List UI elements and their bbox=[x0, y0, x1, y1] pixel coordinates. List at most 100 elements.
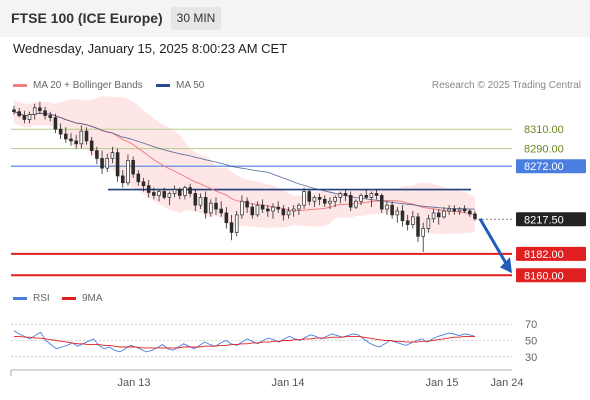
candle-body bbox=[193, 193, 198, 206]
legend-ma20: MA 20 + Bollinger Bands bbox=[13, 80, 143, 91]
level-label-3: 8217.50 bbox=[524, 214, 564, 226]
candle-body bbox=[354, 200, 358, 208]
candle-body bbox=[183, 187, 187, 196]
candle-body bbox=[359, 195, 363, 202]
candle-body bbox=[323, 198, 327, 204]
legend-rsi: RSI bbox=[13, 293, 50, 304]
candle-body bbox=[405, 220, 410, 225]
candle-body bbox=[421, 228, 425, 237]
rsi-tick-label: 50 bbox=[525, 336, 537, 348]
rsi-tick-label: 30 bbox=[525, 352, 537, 364]
candle-body bbox=[348, 195, 353, 208]
legend-9ma: 9MA bbox=[62, 293, 103, 304]
level-label-bg-5 bbox=[516, 268, 586, 283]
candle-body bbox=[198, 197, 203, 206]
candle-body bbox=[105, 158, 110, 169]
candle-body bbox=[462, 208, 467, 212]
legend-ma50-label: MA 50 bbox=[176, 80, 205, 91]
timeframe-badge[interactable]: 30 MIN bbox=[171, 7, 221, 30]
candle-body bbox=[167, 193, 172, 198]
candle-body bbox=[240, 200, 244, 216]
9ma-swatch bbox=[62, 297, 76, 300]
bollinger-band bbox=[14, 96, 475, 235]
candle-body bbox=[390, 204, 394, 216]
legend-ma20-label: MA 20 + Bollinger Bands bbox=[33, 80, 143, 91]
candle-body bbox=[307, 191, 312, 202]
candle-body bbox=[224, 212, 229, 224]
forecast-arrow-shaft bbox=[478, 218, 508, 265]
candle-body bbox=[338, 193, 343, 198]
candle-body bbox=[58, 128, 63, 135]
legend-ma50: MA 50 bbox=[156, 80, 204, 91]
candle-body bbox=[312, 197, 317, 202]
candle-body bbox=[343, 193, 348, 196]
candle-body bbox=[411, 216, 415, 225]
level-label-5: 8160.00 bbox=[524, 270, 564, 282]
candle-body bbox=[53, 117, 58, 130]
candle-body bbox=[121, 175, 125, 184]
candle-body bbox=[177, 189, 182, 196]
candle-body bbox=[27, 114, 32, 120]
candle-body bbox=[172, 189, 177, 194]
candle-body bbox=[395, 210, 400, 216]
candle-body bbox=[79, 130, 84, 145]
candle-body bbox=[38, 107, 42, 112]
candle-body bbox=[302, 191, 306, 206]
candle-body bbox=[271, 206, 275, 212]
candle-body bbox=[12, 109, 16, 113]
ma20-swatch bbox=[13, 84, 27, 87]
candle-body bbox=[374, 193, 379, 196]
rsi-tick-label: 70 bbox=[525, 319, 537, 331]
level-label-1: 8290.00 bbox=[524, 144, 564, 156]
rsi-line bbox=[13, 330, 476, 353]
rsi-ma-line bbox=[14, 335, 475, 349]
candle-body bbox=[260, 204, 265, 210]
candle-body bbox=[276, 206, 280, 210]
candle-body bbox=[234, 214, 239, 233]
candle-body bbox=[457, 208, 462, 212]
rsi-swatch bbox=[13, 297, 27, 300]
candle-body bbox=[452, 208, 457, 212]
level-label-0: 8310.00 bbox=[524, 124, 564, 136]
candle-body bbox=[126, 160, 130, 184]
level-label-4: 8182.00 bbox=[524, 249, 564, 261]
candle-body bbox=[214, 202, 218, 210]
candle-body bbox=[203, 197, 208, 214]
candle-body bbox=[188, 187, 192, 194]
ma50-swatch bbox=[156, 84, 170, 87]
candle-body bbox=[64, 133, 68, 140]
candle-body bbox=[157, 191, 161, 196]
x-tick-label: Jan 13 bbox=[117, 377, 150, 389]
timestamp: Wednesday, January 15, 2025 8:00:23 AM C… bbox=[13, 41, 288, 56]
candle-body bbox=[400, 210, 405, 222]
candle-body bbox=[146, 185, 151, 193]
candle-body bbox=[229, 222, 234, 233]
candle-body bbox=[110, 152, 115, 159]
x-tick-label: Jan 14 bbox=[271, 377, 304, 389]
candle-body bbox=[136, 173, 141, 183]
level-label-bg-3 bbox=[516, 212, 586, 227]
candle-body bbox=[468, 210, 472, 215]
candle-body bbox=[379, 195, 384, 210]
candle-body bbox=[364, 195, 368, 198]
candle-body bbox=[100, 158, 104, 169]
instrument-title: FTSE 100 (ICE Europe) bbox=[11, 10, 163, 26]
candle-body bbox=[131, 160, 135, 175]
candle-body bbox=[297, 204, 301, 210]
candle-body bbox=[431, 212, 436, 220]
candle-body bbox=[245, 200, 249, 208]
ma50-line bbox=[13, 111, 476, 210]
candle-body bbox=[333, 197, 337, 202]
candle-body bbox=[291, 208, 296, 212]
candle-body bbox=[328, 200, 332, 204]
candle-body bbox=[69, 138, 73, 142]
candle-body bbox=[22, 115, 27, 120]
forecast-arrow-head bbox=[500, 257, 512, 274]
candle-body bbox=[17, 111, 21, 116]
candle-body bbox=[43, 110, 47, 116]
level-label-bg-2 bbox=[516, 159, 586, 174]
legend-9ma-label: 9MA bbox=[82, 293, 103, 304]
candle-body bbox=[385, 204, 389, 210]
candle-body bbox=[266, 208, 270, 212]
